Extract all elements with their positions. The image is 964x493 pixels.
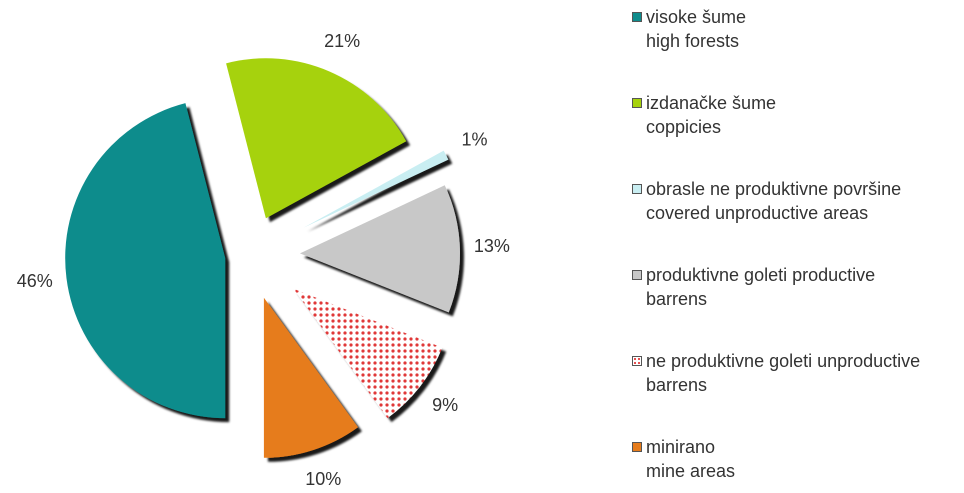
- legend-label: obrasle ne produktivne površine covered …: [646, 179, 902, 223]
- legend-label: izdanačke šume coppicies: [646, 93, 777, 137]
- legend-item: izdanačke šume coppicies: [632, 91, 776, 139]
- legend-label: produktivne goleti productive barrens: [646, 265, 876, 309]
- data-label: 1%: [462, 129, 488, 149]
- pie-slice: [299, 185, 460, 313]
- legend-swatch: [632, 270, 642, 280]
- legend-swatch: [632, 184, 642, 194]
- legend-item: obrasle ne produktivne površine covered …: [632, 177, 901, 225]
- data-label: 21%: [324, 31, 360, 51]
- data-label: 13%: [474, 236, 510, 256]
- legend-item: minirano mine areas: [632, 435, 735, 483]
- legend-item: ne produktivne goleti unproductive barre…: [632, 349, 920, 397]
- legend-label: minirano mine areas: [646, 437, 736, 481]
- pie-slice: [263, 297, 358, 458]
- legend-swatch: [632, 12, 642, 22]
- pie-area: 46% 21% 1% 13% 9% 10%: [17, 31, 510, 489]
- pie-slice: [65, 103, 226, 419]
- legend-label: visoke šume high forests: [646, 7, 747, 51]
- data-label: 46%: [17, 271, 53, 291]
- legend-swatch: [632, 98, 642, 108]
- pie-slice: [293, 288, 443, 419]
- pie-slice: [303, 150, 449, 228]
- legend-item: visoke šume high forests: [632, 5, 746, 53]
- legend-swatch: [632, 356, 642, 366]
- legend-label: ne produktivne goleti unproductive barre…: [646, 351, 921, 395]
- data-label: 10%: [305, 469, 341, 489]
- legend-item: produktivne goleti productive barrens: [632, 263, 875, 311]
- pie-slice: [226, 58, 407, 219]
- legend-swatch: [632, 442, 642, 452]
- data-label: 9%: [432, 395, 458, 415]
